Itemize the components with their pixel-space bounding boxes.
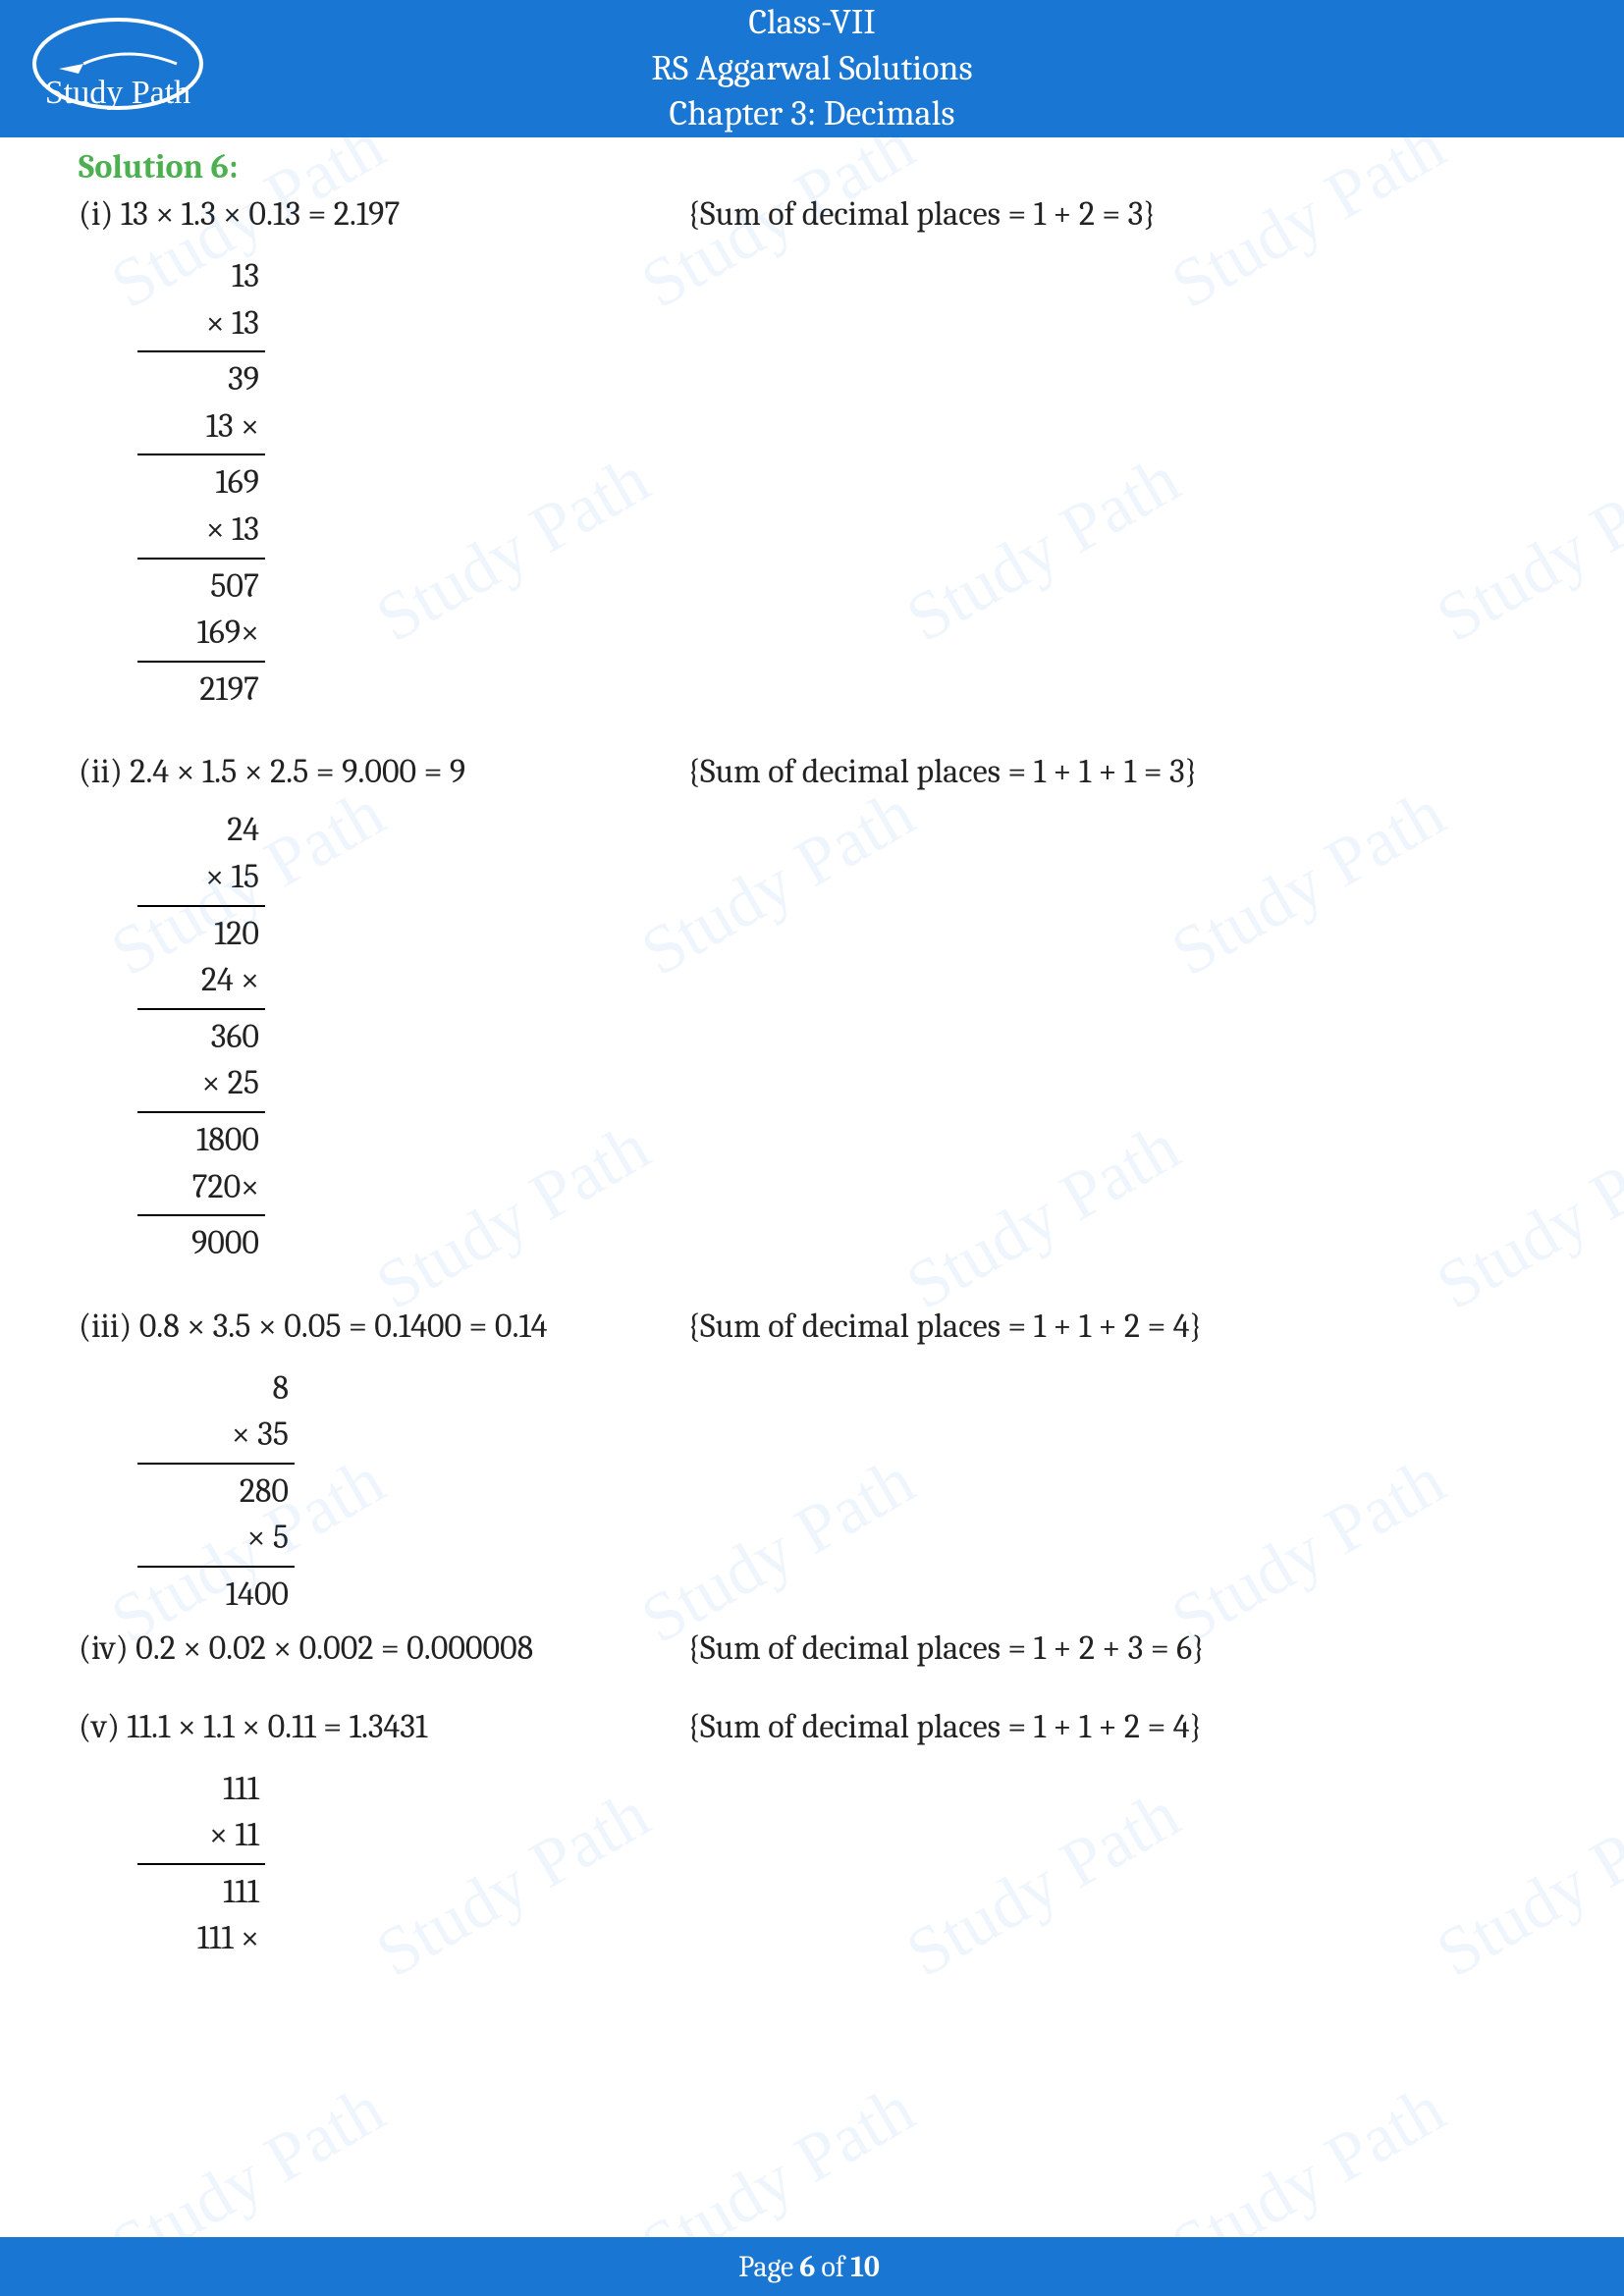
- calc-block-5: 111 × 11 111 111 ×: [137, 1766, 1545, 1962]
- calc-line: 280: [137, 1468, 295, 1516]
- header-title: Class-VII RS Aggarwal Solutions Chapter …: [651, 0, 972, 137]
- calc-block-2: 24 × 15 120 24 × 360 × 25 1800 720× 9000: [137, 807, 1545, 1266]
- calc-line: 1800: [137, 1117, 265, 1164]
- calc-line: × 13: [137, 507, 265, 554]
- calc-line: 9000: [137, 1220, 265, 1267]
- calc-block-1: 13 × 13 39 13 × 169 × 13 507 169× 2197: [137, 253, 1545, 713]
- header-line3: Chapter 3: Decimals: [651, 91, 972, 137]
- calc-line: 2197: [137, 667, 265, 714]
- problem-row-5: (v) 11.1 × 1.1 × 0.11 = 1.3431 {Sum of d…: [79, 1707, 1545, 1746]
- logo: Study Path: [29, 15, 206, 123]
- footer-prefix: Page: [738, 2250, 793, 2284]
- calc-line: 111: [137, 1766, 265, 1813]
- calc-line: 120: [137, 911, 265, 958]
- solution-title: Solution 6:: [79, 147, 1545, 187]
- calc-rule: [137, 1111, 265, 1113]
- note-2: {Sum of decimal places = 1 + 1 + 1 = 3}: [687, 752, 1545, 791]
- equation-4: (iv) 0.2 × 0.02 × 0.002 = 0.000008: [79, 1629, 687, 1668]
- calc-line: 360: [137, 1014, 265, 1061]
- calc-line: × 11: [137, 1812, 265, 1859]
- calc-line: × 25: [137, 1060, 265, 1107]
- calc-rule: [137, 454, 265, 455]
- calc-line: 169: [137, 459, 265, 507]
- calc-line: 13: [137, 253, 265, 300]
- calc-rule: [137, 1008, 265, 1010]
- calc-line: 111 ×: [137, 1915, 265, 1962]
- equation-2: (ii) 2.4 × 1.5 × 2.5 = 9.000 = 9: [79, 752, 687, 791]
- calc-line: 507: [137, 563, 265, 611]
- footer-page: 6: [799, 2250, 815, 2284]
- calc-rule: [137, 1863, 265, 1865]
- header-bar: Study Path Class-VII RS Aggarwal Solutio…: [0, 0, 1624, 137]
- calc-rule: [137, 905, 265, 907]
- calc-rule: [137, 661, 265, 663]
- logo-icon: Study Path: [29, 15, 206, 123]
- note-4: {Sum of decimal places = 1 + 2 + 3 = 6}: [687, 1629, 1545, 1668]
- calc-block-3: 8 × 35 280 × 5 1400: [137, 1365, 1545, 1619]
- problem-row-1: (i) 13 × 1.3 × 0.13 = 2.197 {Sum of deci…: [79, 194, 1545, 234]
- calc-line: × 15: [137, 854, 265, 901]
- calc-line: 39: [137, 356, 265, 403]
- calc-line: 8: [137, 1365, 295, 1413]
- footer-total: 10: [850, 2250, 880, 2284]
- problem-row-3: (iii) 0.8 × 3.5 × 0.05 = 0.1400 = 0.14 {…: [79, 1307, 1545, 1346]
- calc-line: × 35: [137, 1412, 295, 1459]
- calc-line: 720×: [137, 1164, 265, 1211]
- calc-rule: [137, 1214, 265, 1216]
- calc-rule: [137, 1566, 295, 1568]
- calc-line: × 5: [137, 1515, 295, 1562]
- calc-line: 111: [137, 1869, 265, 1916]
- footer-bar: Page 6 of 10: [0, 2237, 1624, 2296]
- note-5: {Sum of decimal places = 1 + 1 + 2 = 4}: [687, 1707, 1545, 1746]
- calc-line: 13 ×: [137, 403, 265, 451]
- equation-1: (i) 13 × 1.3 × 0.13 = 2.197: [79, 194, 687, 234]
- calc-line: 24: [137, 807, 265, 854]
- logo-text: Study Path: [45, 75, 190, 111]
- calc-rule: [137, 350, 265, 352]
- problem-row-2: (ii) 2.4 × 1.5 × 2.5 = 9.000 = 9 {Sum of…: [79, 752, 1545, 791]
- content-area: Solution 6: (i) 13 × 1.3 × 0.13 = 2.197 …: [0, 137, 1624, 1962]
- calc-line: 1400: [137, 1572, 295, 1619]
- equation-5: (v) 11.1 × 1.1 × 0.11 = 1.3431: [79, 1707, 687, 1746]
- problem-row-4: (iv) 0.2 × 0.02 × 0.002 = 0.000008 {Sum …: [79, 1629, 1545, 1668]
- calc-rule: [137, 1463, 295, 1465]
- calc-line: × 13: [137, 300, 265, 347]
- footer-mid: of: [821, 2250, 844, 2284]
- note-3: {Sum of decimal places = 1 + 1 + 2 = 4}: [687, 1307, 1545, 1346]
- header-line1: Class-VII: [651, 0, 972, 46]
- calc-rule: [137, 558, 265, 560]
- header-line2: RS Aggarwal Solutions: [651, 46, 972, 92]
- equation-3: (iii) 0.8 × 3.5 × 0.05 = 0.1400 = 0.14: [79, 1307, 687, 1346]
- calc-line: 24 ×: [137, 957, 265, 1004]
- calc-line: 169×: [137, 610, 265, 657]
- note-1: {Sum of decimal places = 1 + 2 = 3}: [687, 194, 1545, 234]
